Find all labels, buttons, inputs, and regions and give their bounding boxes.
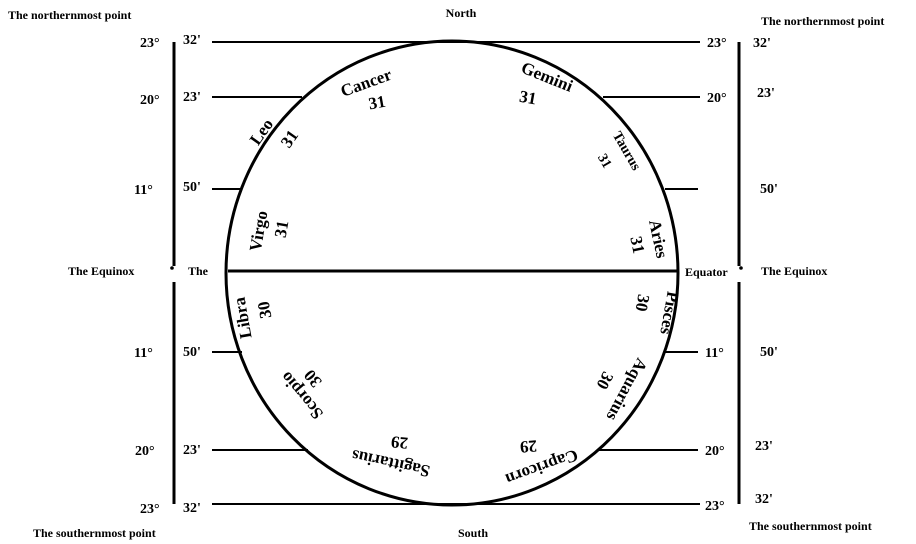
sign-virgo-name: Virgo (246, 209, 272, 253)
right-deg-20-south: 20° (705, 444, 725, 459)
left-deg-11-north: 11° (134, 183, 153, 198)
right-min-32-south: 32' (755, 492, 773, 507)
left-min-32-south: 32' (183, 501, 201, 516)
sign-taurus-name: Taurus (609, 129, 643, 174)
sign-cancer-days: 31 (367, 92, 387, 114)
right-deg-23-south: 23° (705, 499, 725, 514)
southernmost-label-left: The southernmost point (33, 526, 156, 540)
left-min-23-south: 23' (183, 443, 201, 458)
left-min-50-north: 50' (183, 180, 201, 195)
ecliptic-circle (224, 39, 680, 507)
equinox-dot-left (170, 266, 174, 270)
right-min-23-south: 23' (755, 439, 773, 454)
sign-libra-days: 30 (254, 300, 276, 320)
southernmost-label-right: The southernmost point (749, 519, 872, 533)
sign-leo-name: Leo (246, 115, 277, 148)
sign-aries-days: 31 (626, 235, 648, 256)
northernmost-label-right: The northernmost point (761, 14, 884, 28)
sign-capricorn-days: 29 (519, 436, 538, 456)
left-min-32-north: 32' (183, 33, 201, 48)
sign-gemini-days: 31 (518, 87, 538, 109)
the-label: The (188, 264, 209, 278)
northernmost-label-left: The northernmost point (8, 8, 131, 22)
left-deg-20-south: 20° (135, 444, 155, 459)
right-deg-20-north: 20° (707, 91, 727, 106)
equinox-label-left: The Equinox (68, 264, 134, 278)
left-deg-11-south: 11° (134, 346, 153, 361)
right-min-50-south: 50' (760, 345, 778, 360)
sign-taurus-days: 31 (594, 151, 614, 171)
left-min-50-south: 50' (183, 345, 201, 360)
right-min-50-north: 50' (760, 182, 778, 197)
north-label: North (446, 6, 477, 20)
equator-label: Equator (685, 265, 728, 279)
left-deg-23-north: 23° (140, 36, 160, 51)
south-label: South (458, 526, 488, 540)
sign-pisces-days: 30 (632, 293, 654, 313)
sign-virgo-days: 31 (271, 219, 293, 239)
equinox-label-right: The Equinox (761, 264, 827, 278)
left-min-23-north: 23' (183, 90, 201, 105)
right-min-23-north: 23' (757, 86, 775, 101)
sign-sagittarius-days: 29 (390, 432, 409, 452)
sign-aquarius-days: 30 (592, 369, 617, 393)
right-deg-23-north: 23° (707, 36, 727, 51)
sign-leo-days: 31 (277, 126, 302, 151)
sign-capricorn-name: Capricorn (503, 445, 581, 489)
equinox-dot-right (739, 266, 743, 270)
sign-aries-name: Aries (645, 218, 672, 260)
left-deg-20-north: 20° (140, 93, 160, 108)
left-deg-23-south: 23° (140, 502, 160, 517)
right-deg-11-south: 11° (705, 346, 724, 361)
sign-pisces-name: Pisces (656, 290, 682, 336)
right-min-32-north: 32' (753, 36, 771, 51)
